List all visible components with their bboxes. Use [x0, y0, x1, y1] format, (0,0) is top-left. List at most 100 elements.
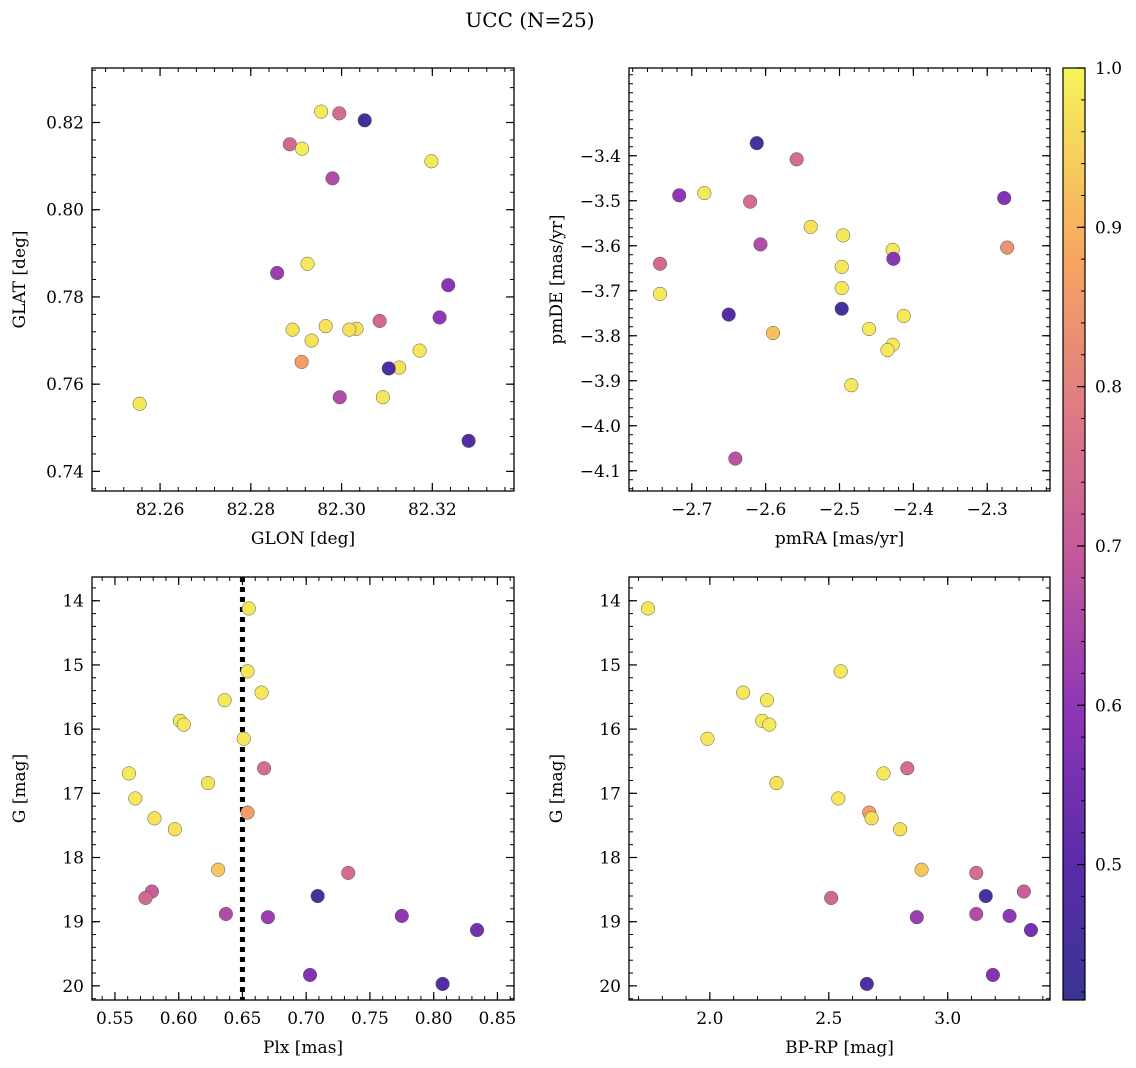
scatter-point: [721, 307, 736, 322]
panel-plx-g: 0.55 0.60 0.65 0.70 0.75 0.80 0.85 14 15 16 17 18 19…: [10, 576, 516, 1058]
scatter-point: [211, 862, 226, 877]
scatter-point: [167, 822, 182, 837]
scatter-point: [412, 343, 427, 358]
x-tick-label: 0.75: [351, 1009, 389, 1029]
scatter-point: [859, 976, 874, 992]
panel-pmra-pmde: −2.7 −2.6 −2.5 −2.4 −2.3 −3.4 −3.5 −3.6 −3.7 −3.8…: [547, 67, 1051, 549]
panel-bprp-g: 2.0 2.5 3.0 14 15 16 17 18 19 20 BP-RP [mag] G [mag…: [547, 576, 1051, 1058]
y-tick-label: 0.82: [46, 114, 84, 134]
y-tick-label: 20: [599, 977, 621, 997]
scatter-point: [121, 766, 137, 781]
x-axis-label: GLON [deg]: [251, 529, 355, 549]
colorbar-tick-label: 0.7: [1095, 537, 1122, 557]
scatter-point: [896, 308, 911, 324]
scatter-point: [803, 219, 818, 234]
scatter-point: [824, 890, 839, 905]
x-tick-label: −2.4: [893, 500, 934, 520]
scatter-point: [461, 433, 476, 448]
scatter-point: [834, 301, 849, 316]
x-tick-label: 0.85: [478, 1009, 516, 1029]
scatter-point: [762, 717, 777, 732]
scatter-point: [381, 361, 396, 376]
y-tick-label: 0.74: [46, 462, 84, 482]
x-tick-label: −2.6: [745, 500, 786, 520]
plot-frame: [628, 67, 1051, 492]
scatter-point: [672, 188, 687, 203]
y-tick-label: −3.6: [580, 237, 621, 257]
y-tick-label: 0.76: [46, 375, 84, 395]
scatter-point: [876, 766, 891, 781]
scatter-point: [978, 888, 993, 904]
scatter-point: [332, 106, 347, 121]
x-tick-label: 82.32: [408, 500, 457, 520]
scatter-point: [200, 775, 216, 791]
scatter-point: [240, 664, 255, 679]
scatter-point: [147, 811, 162, 826]
y-tick-label: −4.1: [580, 462, 621, 482]
y-axis-label: G [mag]: [547, 754, 567, 823]
x-axis-label: pmRA [mas/yr]: [775, 529, 904, 549]
y-tick-label: −3.7: [580, 282, 621, 302]
scatter-point: [282, 137, 297, 152]
y-tick-label: 15: [599, 656, 621, 676]
scatter-point: [909, 910, 924, 925]
scatter-point: [1002, 908, 1017, 923]
scatter-point: [325, 171, 340, 186]
scatter-point: [270, 265, 285, 281]
scatter-point: [861, 321, 877, 337]
scatter-point: [260, 910, 275, 925]
scatter-point: [332, 390, 347, 405]
scatter-point: [294, 354, 309, 369]
y-tick-label: 14: [599, 592, 621, 612]
colorbar-tick-label: 0.5: [1095, 856, 1122, 876]
x-tick-label: −2.5: [819, 500, 860, 520]
scatter-point: [900, 761, 915, 776]
scatter-point: [302, 967, 318, 983]
scatter-point: [176, 717, 191, 732]
y-tick-label: −4.0: [580, 417, 621, 437]
x-tick-label: 0.65: [224, 1009, 262, 1029]
scatter-point: [236, 731, 251, 746]
scatter-point: [997, 191, 1012, 206]
scatter-point: [342, 322, 357, 337]
scatter-point: [765, 326, 781, 341]
y-tick-label: 0.78: [46, 288, 84, 308]
scatter-point: [749, 136, 764, 151]
x-tick-label: 0.60: [160, 1009, 198, 1029]
colorbar-tick-label: 0.8: [1095, 378, 1122, 398]
scatter-point: [441, 278, 456, 293]
scatter-point: [138, 890, 153, 905]
x-tick-label: 3.0: [934, 1009, 961, 1029]
y-tick-label: 18: [599, 849, 621, 869]
scatter-point: [697, 186, 712, 201]
x-tick-label: 82.30: [317, 500, 366, 520]
y-tick-label: −3.4: [580, 147, 621, 167]
y-tick-label: −3.9: [580, 372, 621, 392]
figure-title: UCC (N=25): [465, 8, 594, 32]
scatter-point: [132, 396, 147, 411]
x-tick-label: 2.5: [815, 1009, 842, 1029]
x-tick-label: 0.80: [415, 1009, 453, 1029]
colorbar-tick-label: 1.0: [1095, 59, 1122, 79]
scatter-point: [880, 343, 895, 358]
y-axis-label: GLAT [deg]: [10, 230, 30, 328]
scatter-point: [240, 805, 255, 820]
colorbar: 0.5 0.6 0.7 0.8 0.9 1.0: [1062, 59, 1122, 1001]
colorbar-tick-label: 0.9: [1095, 218, 1122, 238]
y-tick-label: 18: [62, 849, 84, 869]
scatter-point: [295, 141, 310, 156]
scatter-point: [969, 906, 984, 922]
y-tick-label: 20: [62, 977, 84, 997]
scatter-point: [318, 319, 333, 334]
scatter-point: [372, 313, 387, 328]
scatter-point: [300, 256, 315, 271]
scatter-point: [432, 310, 447, 325]
x-tick-label: 2.0: [696, 1009, 723, 1029]
scatter-point: [640, 601, 656, 616]
scatter-point: [844, 378, 859, 393]
scatter-point: [769, 775, 784, 791]
scatter-point: [217, 693, 232, 708]
scatter-point: [1023, 922, 1039, 938]
scatter-point: [128, 791, 143, 806]
